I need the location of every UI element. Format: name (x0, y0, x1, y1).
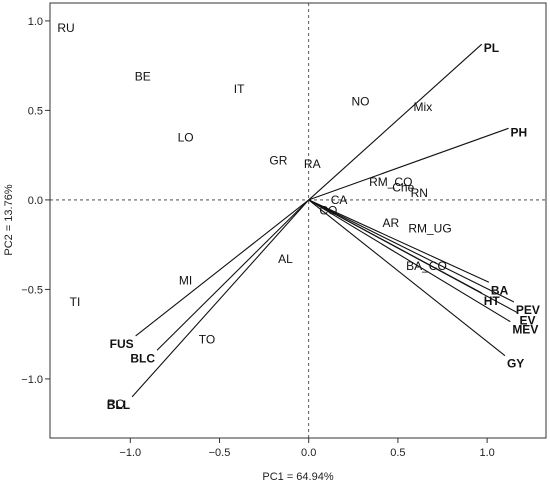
loading-vector-ev (308, 199, 518, 314)
observation-label: BA_CO (406, 259, 447, 273)
observation-label: RO (107, 397, 125, 411)
loading-label-ht: HT (484, 294, 501, 308)
observation-label: Che (392, 180, 414, 194)
x-axis-label: PC1 = 64.94% (262, 471, 333, 483)
loading-vector-fus (135, 199, 310, 337)
observation-label: RA (304, 157, 321, 171)
y-tick-label: 1.0 (28, 16, 43, 28)
loading-label-ev: EV (519, 314, 535, 328)
y-axis-label: PC2 = 13.76% (3, 184, 15, 255)
y-tick-label: 0.5 (28, 105, 43, 117)
observation-label: AR (382, 216, 399, 230)
loading-vector-gy (308, 199, 506, 357)
loading-label-blc: BLC (130, 351, 155, 365)
observation-label: TO (199, 333, 215, 347)
loading-vector-blc (156, 199, 310, 351)
x-axis-ticks: −1.0 −0.5 0.0 0.5 1.0 (119, 438, 495, 459)
y-tick-label: −0.5 (21, 284, 43, 296)
x-tick-label: 1.0 (479, 447, 494, 459)
x-tick-label: −1.0 (119, 447, 141, 459)
reference-lines (50, 3, 546, 438)
x-tick-label: −0.5 (209, 447, 231, 459)
observation-label: LO (178, 130, 194, 144)
loading-label-fus: FUS (110, 337, 134, 351)
loading-label-ba: BA (491, 283, 509, 297)
loading-label-ph: PH (511, 125, 528, 139)
loading-vector-pl (308, 43, 483, 201)
loading-vector-ph (308, 127, 509, 201)
loading-vector-ba (308, 199, 490, 283)
loading-label-pev: PEV (516, 303, 540, 317)
observation-label: Mix (414, 100, 433, 114)
loading-label-bll: BLL (107, 398, 130, 412)
observation-label: TI (70, 295, 81, 309)
observation-label: CA (331, 193, 348, 207)
loading-label-pl: PL (484, 41, 499, 55)
x-tick-label: 0.0 (301, 447, 316, 459)
observation-label: IT (234, 82, 245, 96)
observation-label: CO (319, 204, 337, 218)
observation-label: AL (278, 252, 293, 266)
loading-vector-pev (308, 199, 515, 303)
loading-vectors (131, 43, 518, 398)
x-tick-label: 0.5 (390, 447, 405, 459)
loading-label-gy: GY (507, 357, 524, 371)
y-tick-label: −1.0 (21, 374, 43, 386)
loading-vector-mev (308, 199, 511, 323)
observation-label: GR (269, 154, 287, 168)
loading-vector-bll (131, 199, 310, 398)
observation-label: BE (135, 69, 151, 83)
observation-label: RM_CO (369, 175, 412, 189)
loading-label-mev: MEV (512, 323, 538, 337)
observation-label: RN (411, 186, 428, 200)
y-axis-ticks: 1.0 0.5 0.0 −0.5 −1.0 (21, 16, 50, 386)
observation-label: RU (57, 21, 74, 35)
observation-label: RM_UG (408, 222, 451, 236)
observation-label: NO (351, 94, 369, 108)
plot-frame (49, 2, 547, 439)
observation-label: MI (179, 273, 192, 287)
y-tick-label: 0.0 (28, 195, 43, 207)
